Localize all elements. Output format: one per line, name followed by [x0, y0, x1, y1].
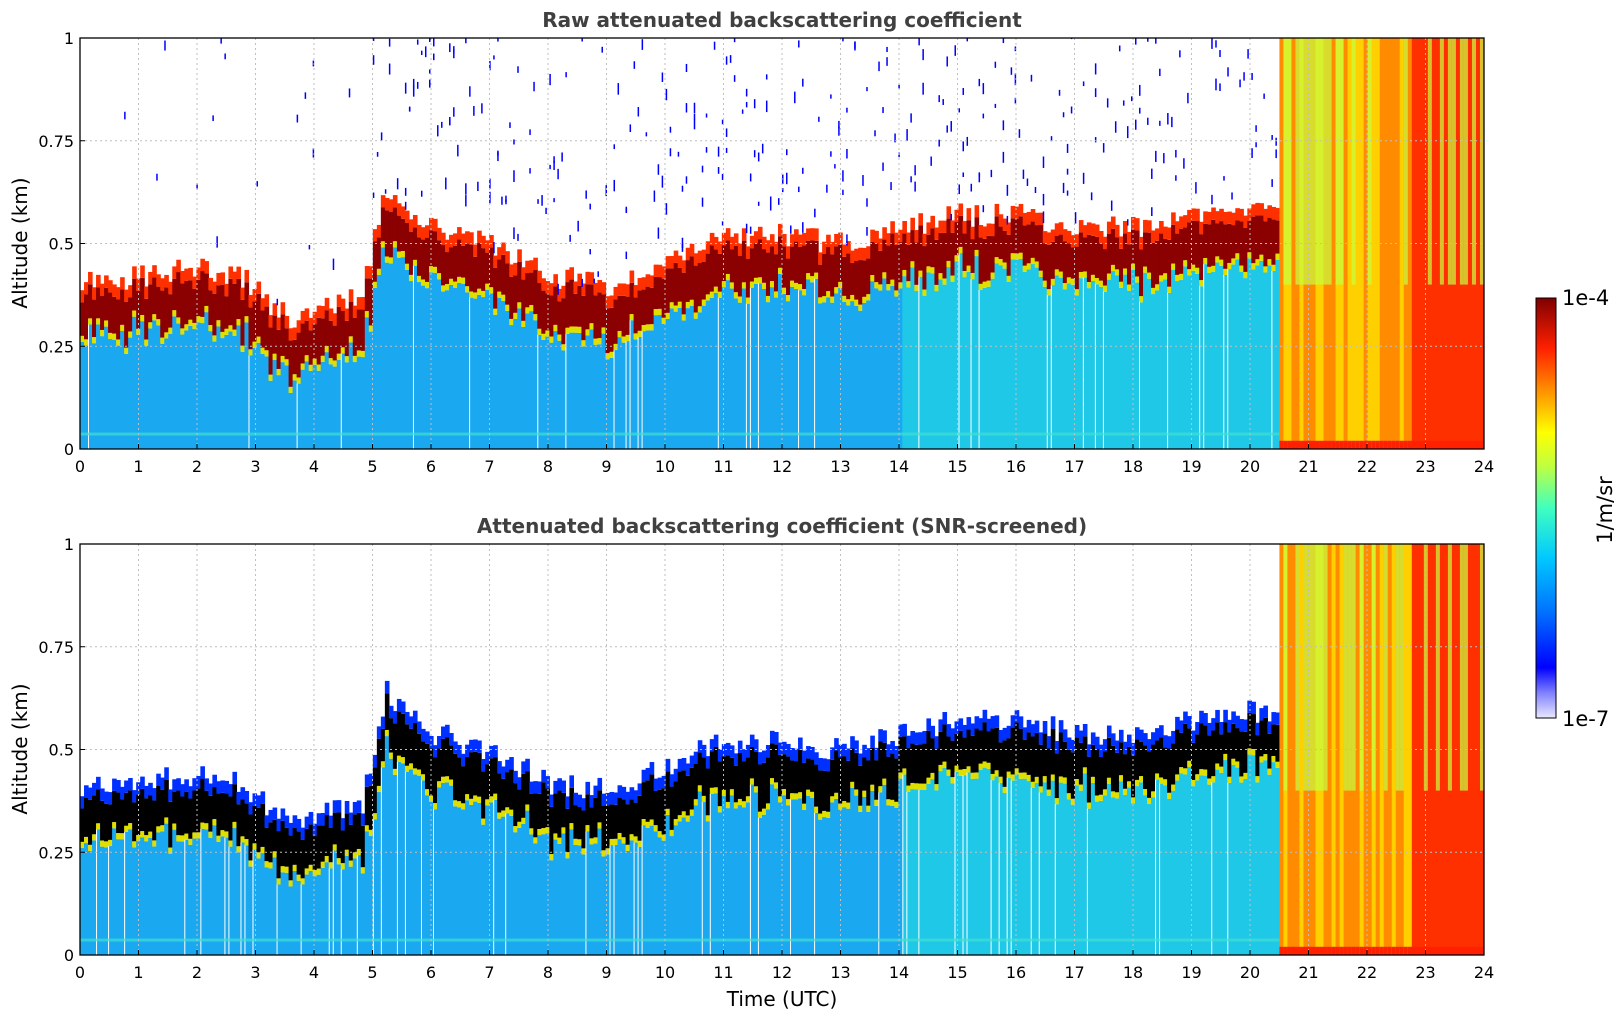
- x-tick-label: 20: [1240, 457, 1260, 476]
- x-axis-label: Time (UTC): [726, 987, 838, 1011]
- x-tick-label: 22: [1357, 963, 1377, 982]
- raw-y-axis-label: Altitude (km): [8, 177, 32, 308]
- x-tick-label: 5: [367, 963, 377, 982]
- x-tick-label: 8: [543, 963, 553, 982]
- x-tick-label: 13: [830, 963, 850, 982]
- x-tick-label: 14: [889, 457, 909, 476]
- y-tick-label: 1: [64, 535, 74, 554]
- x-tick-label: 2: [192, 457, 202, 476]
- y-tick-label: 0: [64, 440, 74, 459]
- x-tick-label: 19: [1181, 963, 1201, 982]
- y-tick-label: 0.75: [38, 638, 74, 657]
- x-tick-label: 13: [830, 457, 850, 476]
- x-tick-label: 6: [426, 457, 436, 476]
- x-tick-label: 11: [713, 457, 733, 476]
- x-tick-label: 20: [1240, 963, 1260, 982]
- x-tick-label: 12: [772, 457, 792, 476]
- snr-y-axis-label: Altitude (km): [8, 683, 32, 814]
- x-tick-label: 9: [601, 457, 611, 476]
- snr-heatmap: [80, 544, 1484, 955]
- x-tick-label: 19: [1181, 457, 1201, 476]
- x-tick-label: 21: [1298, 963, 1318, 982]
- x-tick-label: 23: [1415, 963, 1435, 982]
- x-tick-label: 10: [655, 963, 675, 982]
- x-tick-label: 17: [1064, 457, 1084, 476]
- raw-x-axis: 0 1 2 3 4 5 6 7 8 9 10 11 12 13 14 15 16 17 18 19 20 21 22 23 24: [75, 444, 1494, 476]
- x-tick-label: 24: [1474, 457, 1494, 476]
- colorbar-gradient: [1535, 297, 1557, 719]
- x-tick-label: 22: [1357, 457, 1377, 476]
- colorbar-max-label: 1e-4: [1562, 286, 1609, 310]
- x-tick-label: 16: [1006, 963, 1026, 982]
- snr-x-axis: 0 1 2 3 4 5 6 7 8 9 10 11 12 13 14 15 16 17 18 19 20 21 22 23 24: [75, 950, 1494, 982]
- raw-gridlines: [80, 38, 1484, 449]
- x-tick-label: 8: [543, 457, 553, 476]
- y-tick-label: 0.25: [38, 337, 74, 356]
- x-tick-label: 12: [772, 963, 792, 982]
- snr-y-axis: 0 0.25 0.5 0.75 1: [38, 535, 85, 965]
- x-tick-label: 0: [75, 963, 85, 982]
- x-tick-label: 21: [1298, 457, 1318, 476]
- x-tick-label: 3: [250, 457, 260, 476]
- x-tick-label: 2: [192, 963, 202, 982]
- snr-gridlines: [80, 544, 1484, 955]
- x-tick-label: 4: [309, 457, 319, 476]
- x-tick-label: 5: [367, 457, 377, 476]
- snr-screened-panel: Attenuated backscattering coefficient (S…: [8, 514, 1494, 1011]
- y-tick-label: 0.5: [49, 235, 74, 254]
- x-tick-label: 11: [713, 963, 733, 982]
- x-tick-label: 16: [1006, 457, 1026, 476]
- colorbar-min-label: 1e-7: [1562, 707, 1609, 731]
- snr-panel-title: Attenuated backscattering coefficient (S…: [477, 514, 1087, 538]
- raw-panel-title: Raw attenuated backscattering coefficien…: [542, 8, 1022, 32]
- colorbar-unit-label: 1/m/sr: [1593, 476, 1617, 544]
- x-tick-label: 15: [947, 457, 967, 476]
- x-tick-label: 18: [1123, 457, 1143, 476]
- x-tick-label: 4: [309, 963, 319, 982]
- x-tick-label: 14: [889, 963, 909, 982]
- x-tick-label: 9: [601, 963, 611, 982]
- colorbar: 1e-4 1e-7 1/m/sr: [1535, 286, 1617, 731]
- x-tick-label: 18: [1123, 963, 1143, 982]
- raw-y-axis: 0 0.25 0.5 0.75 1: [38, 29, 85, 459]
- x-tick-label: 15: [947, 963, 967, 982]
- x-tick-label: 23: [1415, 457, 1435, 476]
- x-tick-label: 7: [484, 457, 494, 476]
- x-tick-label: 6: [426, 963, 436, 982]
- y-tick-label: 1: [64, 29, 74, 48]
- x-tick-label: 10: [655, 457, 675, 476]
- x-tick-label: 17: [1064, 963, 1084, 982]
- x-tick-label: 24: [1474, 963, 1494, 982]
- x-tick-label: 7: [484, 963, 494, 982]
- y-tick-label: 0.25: [38, 843, 74, 862]
- x-tick-label: 3: [250, 963, 260, 982]
- y-tick-label: 0.75: [38, 132, 74, 151]
- raw-backscatter-panel: Raw attenuated backscattering coefficien…: [8, 8, 1494, 476]
- y-tick-label: 0.5: [49, 741, 74, 760]
- x-tick-label: 1: [133, 963, 143, 982]
- y-tick-label: 0: [64, 946, 74, 965]
- x-tick-label: 0: [75, 457, 85, 476]
- x-tick-label: 1: [133, 457, 143, 476]
